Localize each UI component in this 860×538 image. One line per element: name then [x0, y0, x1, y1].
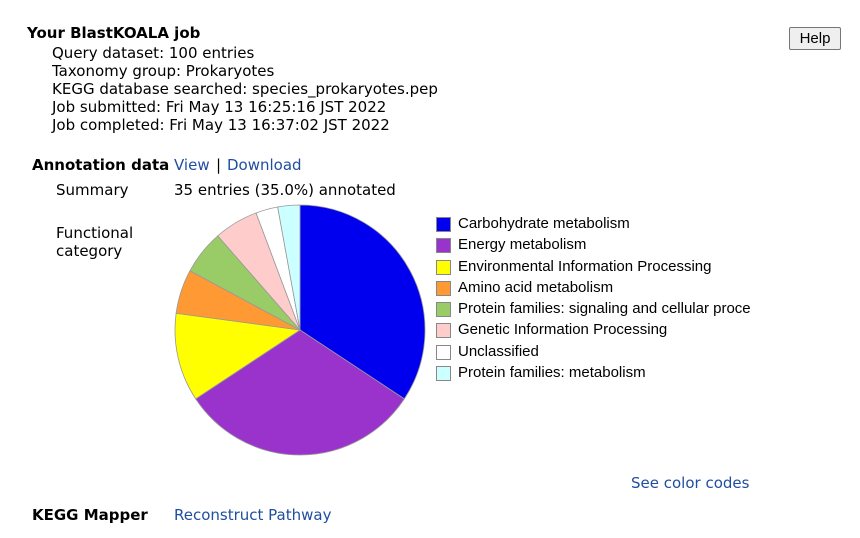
functional-category-label-line2: category [56, 242, 123, 260]
legend-swatch [436, 302, 451, 318]
view-link[interactable]: View [174, 156, 210, 174]
see-color-codes-link[interactable]: See color codes [631, 474, 750, 492]
query-dataset-line: Query dataset: 100 entries [52, 44, 255, 62]
legend-item: Amino acid metabolism [436, 278, 756, 299]
reconstruct-pathway-link[interactable]: Reconstruct Pathway [174, 506, 332, 524]
legend-label: Environmental Information Processing [458, 257, 712, 275]
functional-category-label-line1: Functional [56, 224, 134, 242]
legend-label: Amino acid metabolism [458, 278, 614, 296]
legend-label: Genetic Information Processing [458, 321, 668, 339]
kegg-database-line: KEGG database searched: species_prokaryo… [52, 80, 438, 98]
legend-swatch [436, 280, 451, 296]
kegg-mapper-title: KEGG Mapper [32, 506, 148, 524]
legend-label: Energy metabolism [458, 236, 587, 254]
summary-label: Summary [56, 181, 129, 199]
pie-slice [174, 312, 302, 400]
legend-swatch [436, 259, 451, 275]
pie-slice [195, 329, 405, 456]
legend-label: Protein families: signaling and cellular… [458, 300, 751, 318]
job-submitted-line: Job submitted: Fri May 13 16:25:16 JST 2… [52, 98, 387, 116]
job-completed-line: Job completed: Fri May 13 16:37:02 JST 2… [52, 116, 390, 134]
legend-item: Genetic Information Processing [436, 320, 756, 341]
legend-item: Protein families: signaling and cellular… [436, 299, 756, 320]
legend-item: Unclassified [436, 342, 756, 363]
legend-item: Carbohydrate metabolism [436, 214, 756, 235]
pie-legend: Carbohydrate metabolism Energy metabolism… [436, 214, 756, 384]
link-separator: | [216, 156, 222, 174]
annotation-data-title: Annotation data [32, 156, 170, 174]
legend-item: Protein families: metabolism [436, 363, 756, 384]
legend-label: Protein families: metabolism [458, 364, 646, 382]
legend-swatch [436, 238, 451, 254]
legend-label: Unclassified [458, 342, 539, 360]
legend-item: Environmental Information Processing [436, 257, 756, 278]
legend-swatch [436, 344, 451, 360]
legend-swatch [436, 217, 451, 232]
pie-slice [277, 204, 301, 331]
download-link[interactable]: Download [227, 156, 302, 174]
legend-item: Energy metabolism [436, 235, 756, 256]
taxonomy-group-line: Taxonomy group: Prokaryotes [52, 62, 275, 80]
legend-swatch [436, 366, 451, 382]
job-title: Your BlastKOALA job [27, 24, 201, 42]
summary-value: 35 entries (35.0%) annotated [174, 181, 396, 199]
functional-category-pie-chart [174, 204, 426, 456]
legend-swatch [436, 323, 451, 339]
legend-label: Carbohydrate metabolism [458, 215, 630, 232]
help-button[interactable]: Help [789, 27, 841, 50]
